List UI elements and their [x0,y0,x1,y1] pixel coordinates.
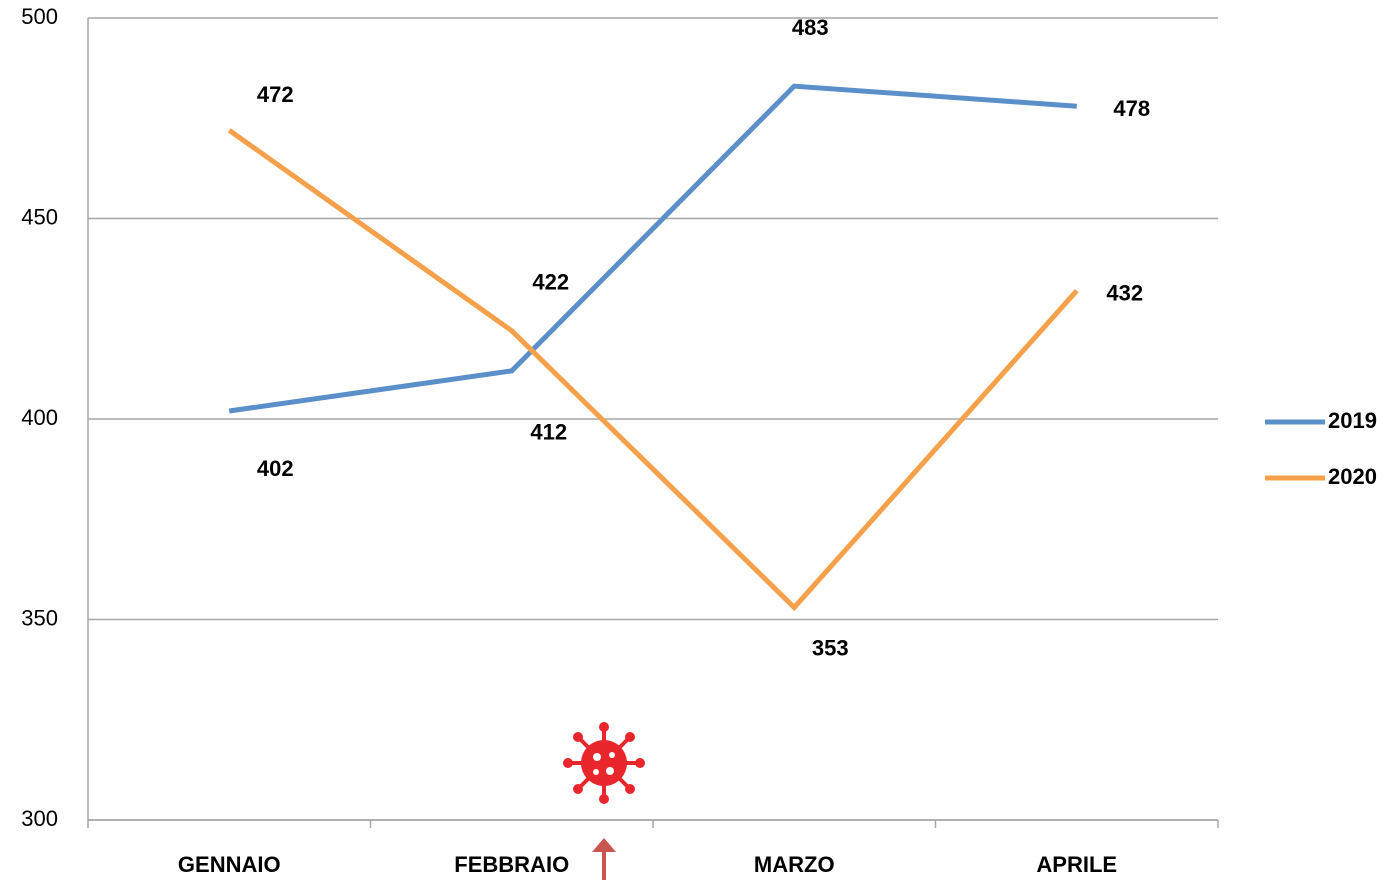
legend-label: 2020 [1328,464,1377,489]
data-label: 483 [792,15,829,40]
line-series [227,128,1079,612]
x-tick-label: GENNAIO [178,852,281,877]
data-label: 412 [530,420,567,445]
x-tick-label: APRILE [1036,852,1117,877]
y-tick-label: 350 [21,605,58,630]
data-label: 402 [257,456,294,481]
data-label: 472 [257,82,294,107]
x-tick-label: FEBBRAIO [454,852,569,877]
line-series [228,83,1077,414]
y-tick-label: 450 [21,204,58,229]
data-label: 478 [1113,96,1150,121]
x-tick-label: MARZO [754,852,835,877]
y-tick-label: 300 [21,806,58,831]
data-label: 432 [1106,280,1143,305]
virus-icon [563,722,645,804]
arrow [592,838,616,880]
data-label: 422 [532,270,569,295]
legend-label: 2019 [1328,408,1377,433]
data-label: 353 [812,635,849,660]
y-tick-label: 400 [21,405,58,430]
y-tick-label: 500 [21,4,58,29]
